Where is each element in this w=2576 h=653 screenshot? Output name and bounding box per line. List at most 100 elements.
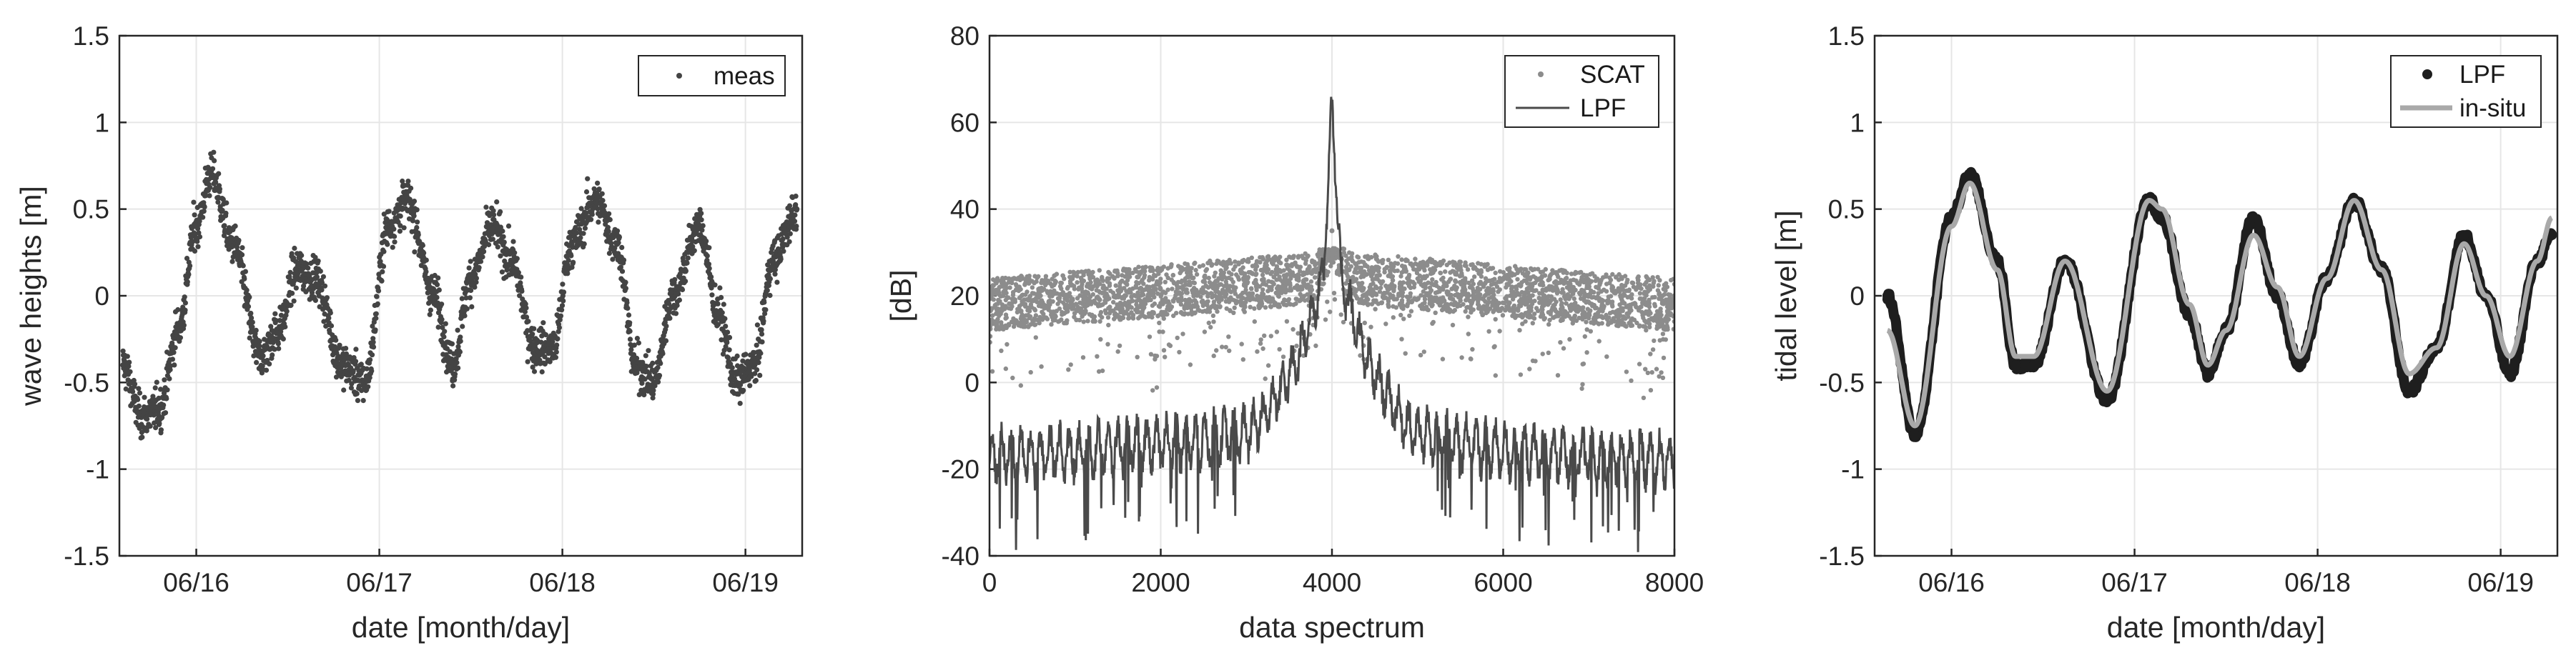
x-tick-label: 2000	[1131, 568, 1190, 597]
meas-sample	[127, 369, 133, 374]
scat-sample	[1537, 291, 1542, 296]
scat-sample	[1546, 350, 1551, 355]
panel-wave-heights: 1.510.50-0.5-1-1.506/16 06/17 06/18 06/19da…	[14, 21, 804, 644]
meas-sample	[260, 353, 266, 359]
scat-sample	[1649, 316, 1654, 321]
meas-sample	[581, 241, 587, 246]
y-tick-label: -0.5	[64, 368, 109, 397]
scat-sample	[1262, 333, 1267, 339]
scat-sample	[1645, 370, 1650, 376]
meas-sample	[595, 206, 601, 211]
meas-sample	[759, 332, 765, 337]
meas-sample	[154, 379, 159, 385]
scat-sample	[1506, 273, 1512, 278]
scat-sample	[1635, 275, 1640, 281]
scat-sample	[1243, 287, 1248, 292]
meas-sample	[295, 270, 301, 276]
meas-sample	[614, 228, 621, 234]
scat-sample	[1466, 280, 1471, 286]
meas-sample	[392, 234, 398, 239]
x-tick-label: 06/18	[529, 568, 596, 597]
scat-sample	[1117, 284, 1122, 289]
scat-sample	[1220, 259, 1226, 264]
meas-sample	[223, 210, 229, 216]
x-tick-label: 0	[982, 568, 997, 597]
scat-sample	[1403, 351, 1408, 356]
scat-sample	[1648, 388, 1654, 393]
scat-sample	[1450, 322, 1456, 328]
meas-sample	[715, 321, 721, 327]
scat-sample	[1280, 354, 1286, 359]
meas-sample	[212, 158, 217, 164]
meas-sample	[556, 325, 563, 331]
meas-sample	[282, 324, 288, 330]
meas-sample	[337, 342, 342, 348]
meas-sample	[684, 260, 690, 266]
scat-sample	[1449, 301, 1454, 306]
scat-sample	[1647, 304, 1652, 309]
scat-sample	[1509, 284, 1514, 289]
meas-sample	[439, 316, 445, 322]
scat-sample	[1080, 301, 1086, 306]
scat-sample	[1391, 287, 1396, 292]
meas-sample	[299, 252, 305, 259]
meas-sample	[712, 282, 718, 288]
meas-sample	[350, 368, 356, 374]
meas-sample	[272, 311, 278, 316]
meas-sample	[242, 276, 247, 281]
scat-sample	[1017, 307, 1022, 312]
meas-sample	[616, 240, 621, 246]
scat-sample	[1075, 274, 1080, 279]
legend-marker-meas	[676, 73, 682, 79]
scat-sample	[1379, 300, 1384, 306]
meas-sample	[749, 374, 754, 379]
scat-sample	[1341, 250, 1347, 255]
scat-sample	[1155, 291, 1160, 296]
meas-sample	[385, 241, 390, 247]
scat-sample	[1584, 319, 1589, 324]
meas-sample	[747, 383, 753, 389]
meas-sample	[157, 421, 162, 427]
scat-sample	[1500, 300, 1505, 305]
scat-sample	[1466, 314, 1471, 319]
meas-sample	[756, 354, 762, 360]
meas-sample	[525, 319, 531, 324]
scat-sample	[1488, 266, 1493, 271]
scat-sample	[1411, 284, 1417, 290]
scat-sample	[1469, 262, 1474, 267]
scat-sample	[1163, 354, 1168, 359]
meas-sample	[232, 223, 238, 229]
y-tick-label: -20	[942, 455, 979, 484]
scat-sample	[1488, 306, 1493, 311]
meas-sample	[234, 244, 240, 250]
meas-sample	[553, 349, 559, 355]
scat-sample	[1629, 292, 1634, 297]
scat-sample	[1192, 261, 1197, 266]
meas-sample	[293, 285, 299, 291]
scat-sample	[1183, 297, 1188, 303]
meas-sample	[596, 186, 602, 192]
meas-sample	[504, 267, 510, 273]
meas-sample	[291, 278, 297, 284]
meas-sample	[484, 220, 490, 226]
scat-sample	[1376, 301, 1381, 306]
meas-sample	[792, 212, 798, 218]
scat-sample	[1632, 317, 1637, 322]
scat-sample	[1010, 280, 1015, 286]
scat-sample	[1049, 312, 1054, 317]
scat-sample	[1252, 319, 1258, 324]
meas-sample	[309, 290, 315, 296]
scat-sample	[1122, 274, 1127, 279]
scat-sample	[1081, 319, 1086, 324]
meas-sample	[257, 343, 262, 349]
meas-sample	[458, 334, 463, 340]
scat-sample	[1421, 349, 1427, 354]
meas-sample	[434, 294, 440, 300]
scat-sample	[1117, 343, 1122, 349]
scat-sample	[1210, 262, 1215, 267]
scat-sample	[1004, 315, 1010, 320]
scat-sample	[1664, 309, 1670, 314]
meas-sample	[754, 367, 760, 373]
scat-sample	[1200, 263, 1206, 268]
scat-sample	[1463, 278, 1468, 283]
